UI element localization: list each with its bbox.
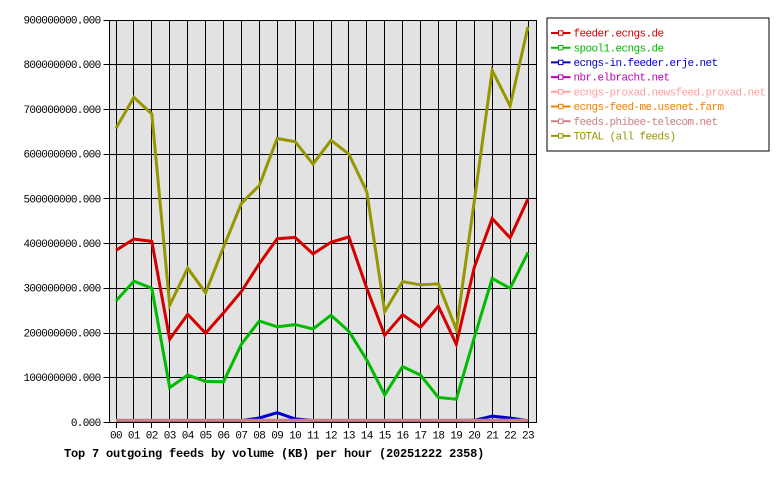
svg-text:10: 10 <box>289 431 301 443</box>
svg-text:ecngs-feed-me.usenet.farm: ecngs-feed-me.usenet.farm <box>574 102 725 114</box>
svg-text:08: 08 <box>253 431 265 443</box>
svg-text:Top 7 outgoing feeds by volume: Top 7 outgoing feeds by volume (KB) per … <box>64 447 484 461</box>
svg-text:00: 00 <box>110 431 122 443</box>
svg-text:12: 12 <box>325 431 337 443</box>
svg-text:200000000.000: 200000000.000 <box>24 329 101 341</box>
svg-text:14: 14 <box>361 431 374 443</box>
svg-text:09: 09 <box>271 431 283 443</box>
svg-text:nbr.elbracht.net: nbr.elbracht.net <box>574 73 670 85</box>
svg-text:19: 19 <box>450 431 462 443</box>
svg-text:900000000.000: 900000000.000 <box>24 15 101 27</box>
svg-text:feeder.ecngs.de: feeder.ecngs.de <box>574 29 664 41</box>
svg-text:TOTAL (all feeds): TOTAL (all feeds) <box>574 132 676 144</box>
svg-text:spool1.ecngs.de: spool1.ecngs.de <box>574 43 664 55</box>
svg-text:22: 22 <box>504 431 516 443</box>
svg-text:feeds.phibee-telecom.net: feeds.phibee-telecom.net <box>574 117 718 129</box>
svg-text:100000000.000: 100000000.000 <box>24 373 101 385</box>
svg-text:17: 17 <box>414 431 426 443</box>
svg-text:13: 13 <box>343 431 355 443</box>
svg-text:21: 21 <box>486 431 499 443</box>
svg-text:16: 16 <box>397 431 409 443</box>
svg-text:ecngs-proxad.newsfeed.proxad.n: ecngs-proxad.newsfeed.proxad.net <box>574 87 766 99</box>
svg-text:02: 02 <box>146 431 158 443</box>
svg-text:04: 04 <box>182 431 195 443</box>
svg-text:700000000.000: 700000000.000 <box>24 105 101 117</box>
svg-text:600000000.000: 600000000.000 <box>24 150 101 162</box>
svg-text:0.000: 0.000 <box>71 418 101 430</box>
svg-text:500000000.000: 500000000.000 <box>24 194 101 206</box>
svg-text:20: 20 <box>468 431 480 443</box>
svg-text:05: 05 <box>200 431 212 443</box>
svg-text:300000000.000: 300000000.000 <box>24 284 101 296</box>
svg-text:18: 18 <box>432 431 444 443</box>
svg-text:01: 01 <box>128 431 141 443</box>
svg-text:ecngs-in.feeder.erje.net: ecngs-in.feeder.erje.net <box>574 58 718 70</box>
svg-text:800000000.000: 800000000.000 <box>24 60 101 72</box>
svg-text:15: 15 <box>379 431 391 443</box>
svg-text:400000000.000: 400000000.000 <box>24 239 101 251</box>
svg-text:23: 23 <box>522 431 534 443</box>
svg-text:07: 07 <box>235 431 247 443</box>
svg-text:03: 03 <box>164 431 176 443</box>
svg-text:06: 06 <box>217 431 229 443</box>
svg-text:11: 11 <box>307 431 320 443</box>
